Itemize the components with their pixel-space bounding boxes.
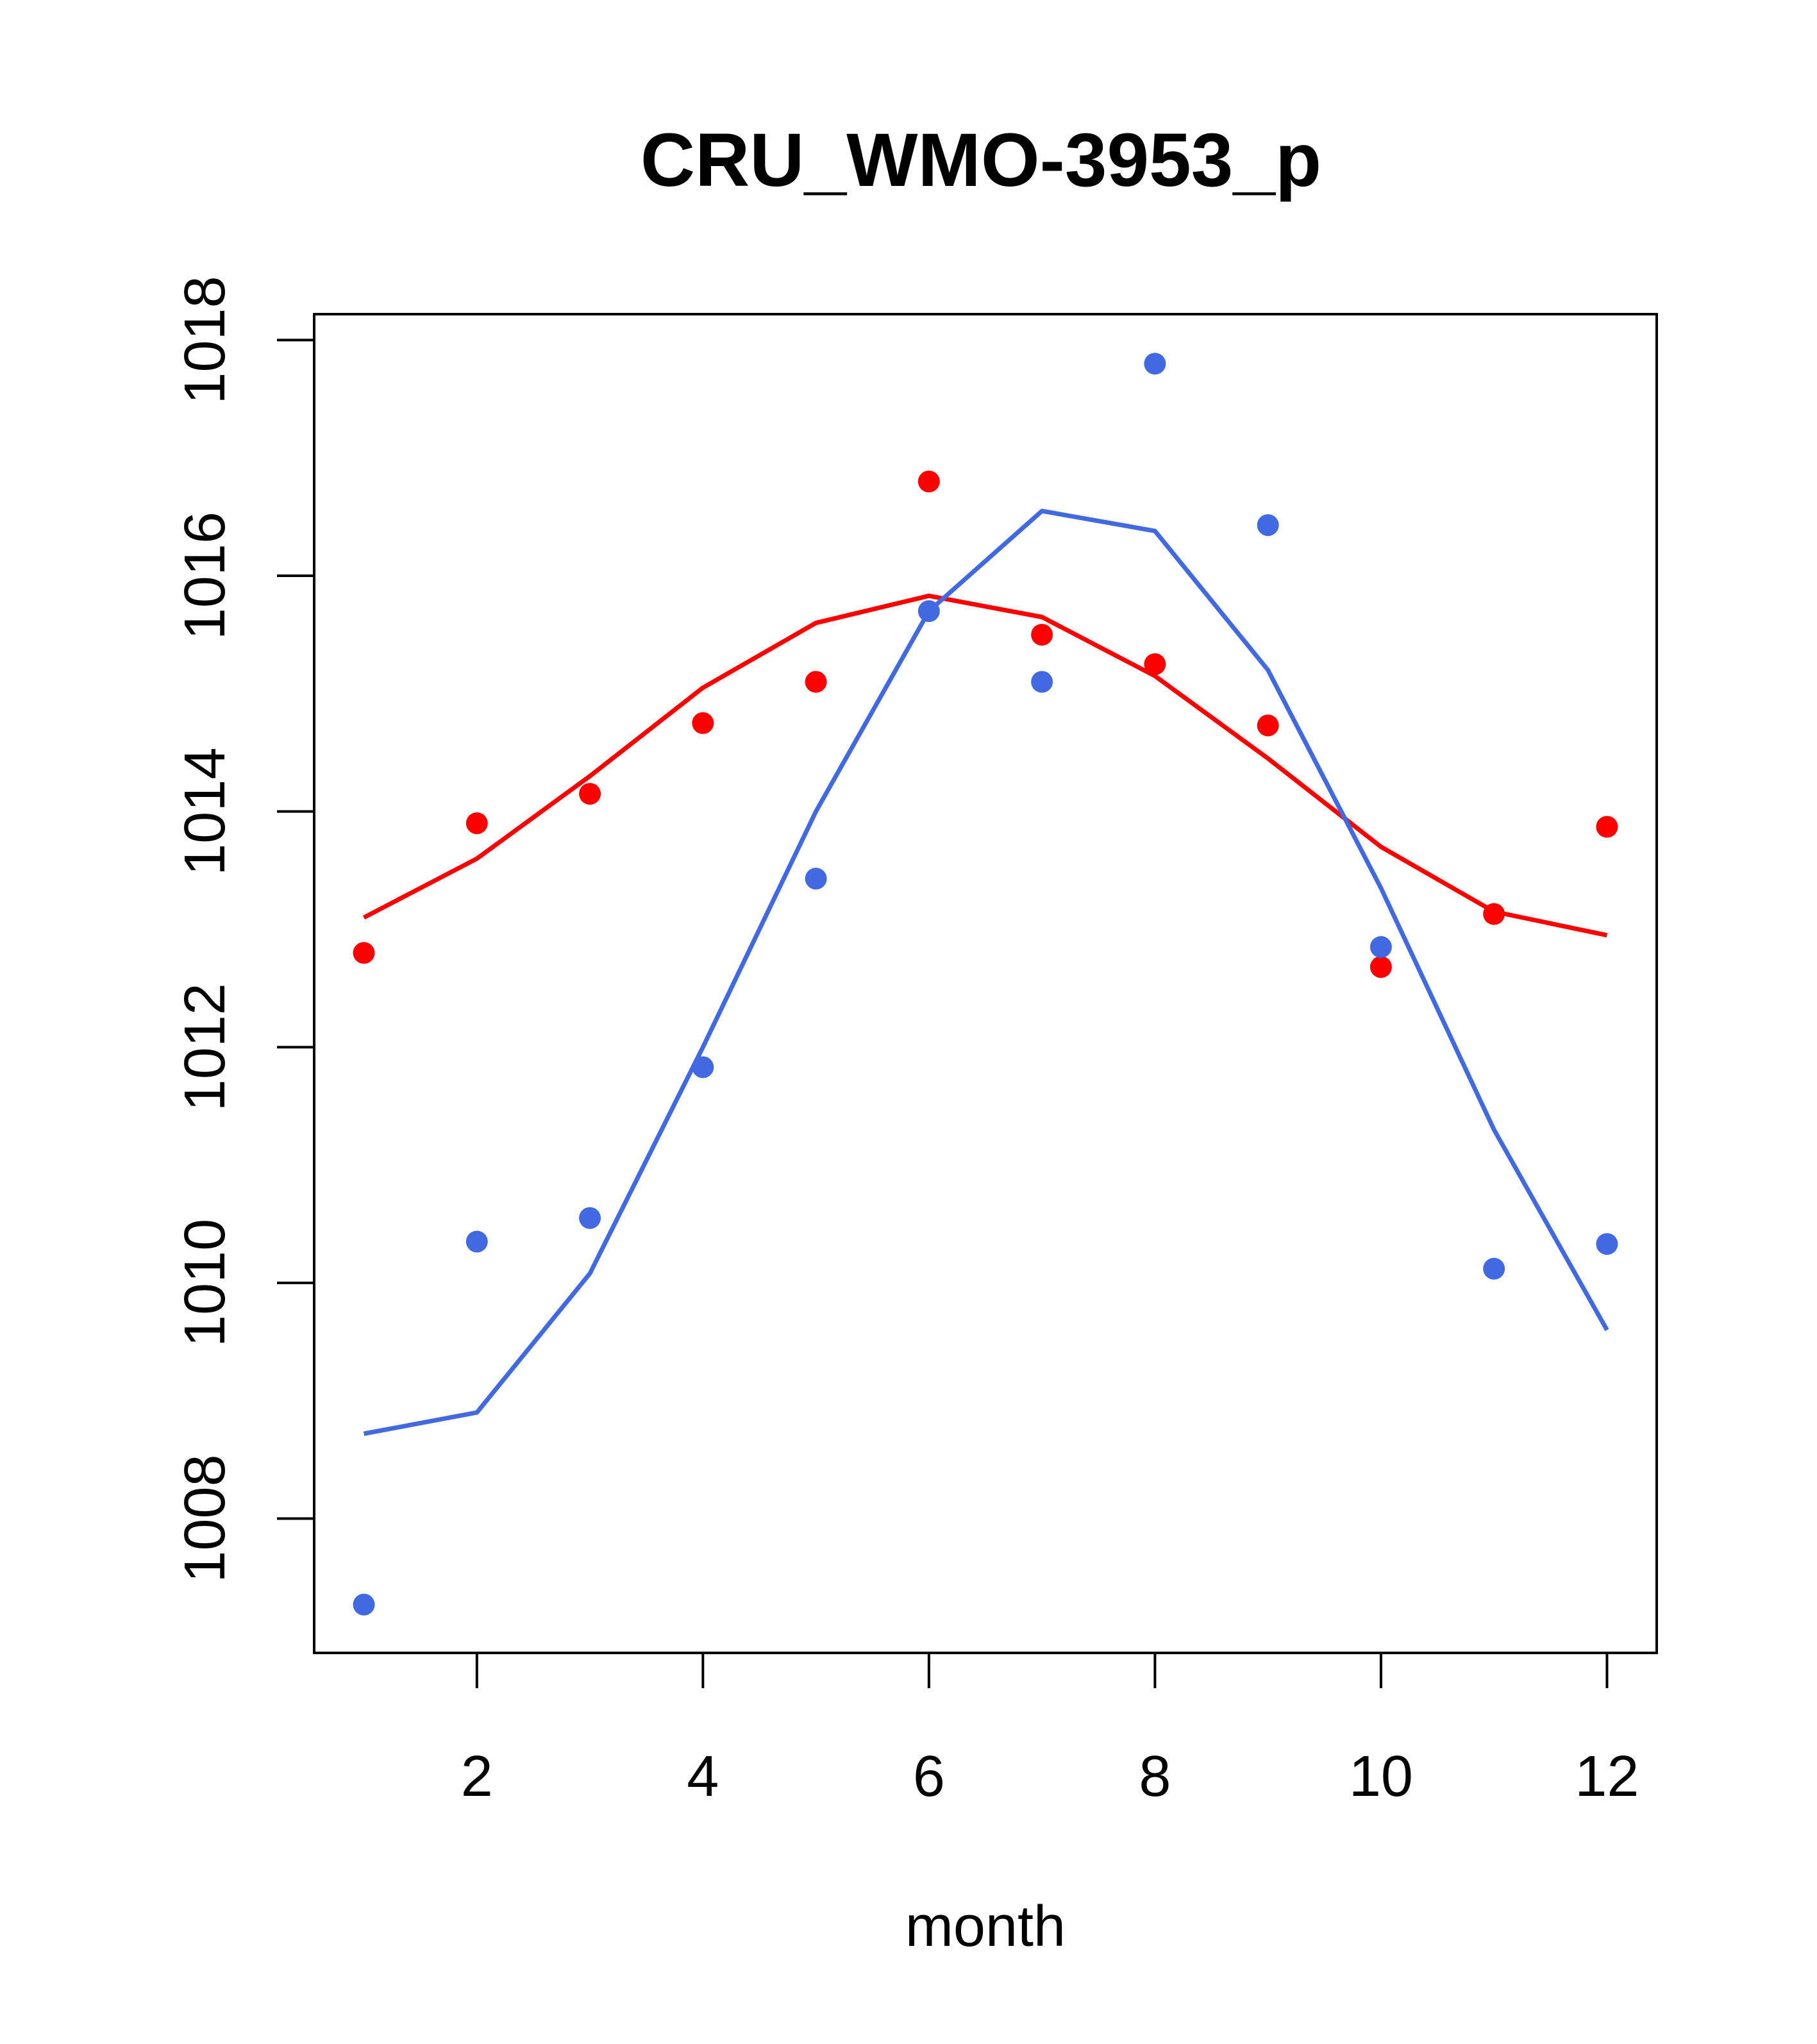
- red-points-point: [1596, 816, 1618, 838]
- blue-points-point: [1369, 936, 1392, 959]
- blue-line-series: [363, 508, 1609, 1436]
- red-points-point: [1031, 623, 1053, 646]
- blue-points-point: [1257, 514, 1279, 537]
- y-tick-label: 1018: [173, 276, 237, 404]
- blue-points-point: [1031, 671, 1053, 693]
- x-tick-label: 6: [913, 1745, 945, 1809]
- blue-points-point: [465, 1230, 488, 1253]
- blue-points-point: [353, 1593, 375, 1616]
- blue-points-point: [805, 867, 827, 890]
- x-tick-label: 12: [1575, 1745, 1639, 1809]
- blue-points-point: [579, 1207, 601, 1229]
- red-points-point: [465, 812, 488, 835]
- chart-title: CRU_WMO-3953_p: [641, 118, 1321, 203]
- plot-frame: [313, 313, 1658, 1654]
- y-tick-label: 1012: [173, 983, 237, 1111]
- y-tick-label: 1008: [173, 1454, 237, 1582]
- blue-points-point: [1144, 353, 1166, 375]
- y-axis: 1008 1010 1012 1014 1016 1018: [173, 276, 314, 1583]
- x-tick-label: 10: [1349, 1745, 1413, 1809]
- red-points-point: [692, 712, 714, 734]
- x-tick-label: 2: [461, 1745, 493, 1809]
- y-tick-label: 1010: [173, 1219, 237, 1347]
- red-points-point: [1483, 903, 1505, 925]
- red-points-point: [1257, 714, 1279, 737]
- y-tick-label: 1016: [173, 512, 237, 640]
- x-tick-label: 4: [687, 1745, 719, 1809]
- x-axis: 2 4 6 8 10 12: [461, 1653, 1639, 1809]
- x-tick-label: 8: [1139, 1745, 1171, 1809]
- red-points-point: [1144, 653, 1166, 675]
- y-tick-label: 1014: [173, 748, 237, 876]
- red-points-point: [353, 942, 375, 964]
- blue-points-point: [1483, 1257, 1505, 1280]
- red-points-point: [1369, 956, 1392, 978]
- blue-points-point: [1596, 1233, 1618, 1255]
- red-points-point: [805, 671, 827, 693]
- x-axis-label: month: [905, 1895, 1066, 1959]
- series-layer: [353, 353, 1618, 1616]
- red-points-point: [917, 471, 940, 492]
- blue-points-point: [692, 1056, 714, 1078]
- red-points-point: [579, 783, 601, 805]
- red-line-series: [362, 593, 1608, 938]
- blue-points-point: [917, 600, 940, 623]
